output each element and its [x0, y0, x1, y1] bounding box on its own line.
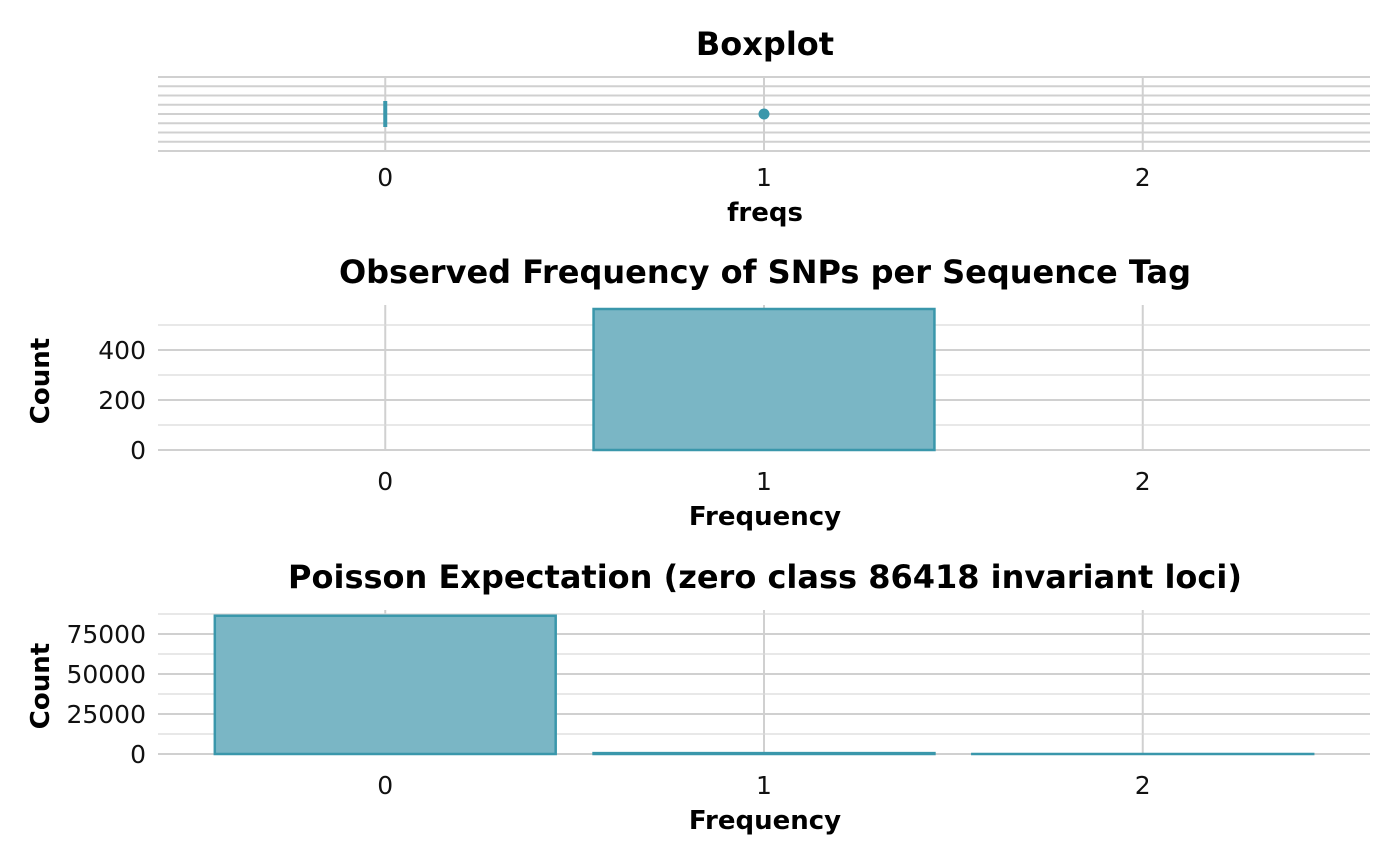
poisson-y-tick-label: 75000 — [66, 620, 146, 649]
boxplot-x-ticks: 0 1 2 — [377, 163, 1150, 192]
poisson-x-tick-label: 0 — [377, 771, 393, 800]
observed-title: Observed Frequency of SNPs per Sequence … — [339, 253, 1191, 291]
boxplot-x-tick-label: 0 — [377, 163, 393, 192]
poisson-bars — [213, 614, 1315, 756]
observed-y-tick-label: 0 — [130, 436, 146, 465]
boxplot-x-tick-label: 2 — [1135, 163, 1151, 192]
poisson-title: Poisson Expectation (zero class 86418 in… — [288, 558, 1242, 596]
poisson-x-ticks: 0 1 2 — [377, 771, 1150, 800]
poisson-y-ticks: 0 25000 50000 75000 — [66, 620, 146, 769]
poisson-y-label: Count — [26, 643, 56, 729]
observed-y-tick-label: 200 — [98, 386, 146, 415]
observed-bars — [592, 307, 936, 452]
boxplot-marks — [383, 101, 770, 127]
poisson-bar-1 — [592, 751, 936, 756]
observed-y-ticks: 0 200 400 — [98, 336, 146, 465]
poisson-x-label: Frequency — [689, 806, 841, 836]
observed-y-tick-label: 400 — [98, 336, 146, 365]
observed-y-label: Count — [26, 338, 56, 424]
poisson-y-tick-label: 0 — [130, 740, 146, 769]
observed-bar-1 — [592, 307, 936, 452]
observed-x-label: Frequency — [689, 502, 841, 532]
observed-x-ticks: 0 1 2 — [377, 467, 1150, 496]
boxplot-outlier-point — [758, 108, 770, 120]
boxplot-panel: Boxplot 0 1 2 freqs — [158, 25, 1370, 228]
boxplot-x-label: freqs — [727, 198, 803, 228]
poisson-x-tick-label: 2 — [1135, 771, 1151, 800]
boxplot-x-tick-label: 1 — [756, 163, 772, 192]
observed-frequency-panel: Observed Frequency of SNPs per Sequence … — [26, 253, 1370, 532]
observed-x-tick-label: 1 — [756, 467, 772, 496]
boxplot-title: Boxplot — [696, 25, 834, 63]
poisson-bar-0 — [213, 614, 557, 756]
observed-x-tick-label: 0 — [377, 467, 393, 496]
poisson-expectation-panel: Poisson Expectation (zero class 86418 in… — [26, 558, 1370, 836]
observed-x-tick-label: 2 — [1135, 467, 1151, 496]
poisson-y-tick-label: 50000 — [66, 660, 146, 689]
poisson-y-tick-label: 25000 — [66, 700, 146, 729]
poisson-x-tick-label: 1 — [756, 771, 772, 800]
